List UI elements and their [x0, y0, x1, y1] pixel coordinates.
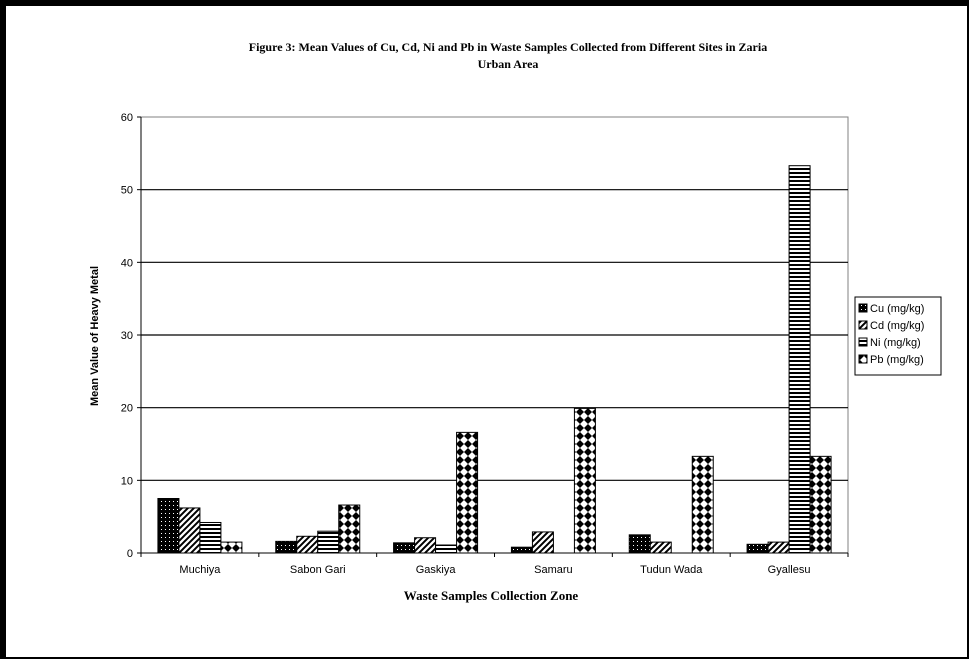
x-tick-label: Tudun Wada — [640, 564, 703, 576]
bar-muchiya-cu — [157, 498, 180, 554]
bar-samaru-pb — [573, 407, 596, 554]
y-tick-label: 50 — [121, 185, 133, 197]
bar-sabon-gari-cu — [275, 540, 298, 554]
y-tick-label: 20 — [121, 403, 133, 415]
bar-gyallesu-pb — [809, 455, 832, 554]
bar-gyallesu-cu — [746, 543, 769, 554]
bar-gaskiya-pb — [456, 431, 479, 554]
bar-tudun-wada-cd — [649, 541, 672, 554]
x-tick-label: Gaskiya — [416, 564, 457, 576]
legend-swatch — [858, 303, 868, 313]
y-axis-label: Mean Value of Heavy Metal — [89, 266, 101, 406]
legend-item-label: Pb (mg/kg) — [870, 354, 924, 366]
legend-swatch — [858, 320, 868, 330]
legend: Cu (mg/kg) Cd (mg/kg) Ni (mg/kg) Pb (mg/kg) — [854, 296, 942, 376]
legend-swatch — [858, 354, 868, 364]
chart-title-line-2: Urban Area — [478, 57, 539, 71]
bar-samaru-cd — [531, 531, 554, 554]
legend-swatch — [858, 337, 868, 347]
bar-muchiya-pb — [220, 541, 243, 554]
bar-tudun-wada-cu — [628, 534, 651, 554]
bar-gaskiya-cd — [414, 537, 437, 554]
legend-box — [854, 296, 942, 376]
x-tick-label: Muchiya — [179, 564, 221, 576]
bar-gyallesu-ni — [788, 165, 811, 554]
bar-sabon-gari-cd — [296, 535, 319, 554]
y-tick-label: 10 — [121, 475, 133, 487]
bar-sabon-gari-pb — [338, 504, 361, 554]
x-tick-label: Gyallesu — [768, 564, 811, 576]
y-tick-label: 0 — [127, 548, 133, 560]
plot-area: 0 10 20 30 40 50 60 Muchiya Sabon Gari Gaskiya Sam… — [121, 112, 849, 576]
bar-sabon-gari-ni — [317, 530, 340, 554]
legend-item-label: Ni (mg/kg) — [870, 337, 921, 349]
bar-tudun-wada-pb — [691, 455, 714, 554]
y-tick-label: 40 — [121, 257, 133, 269]
x-tick-label: Sabon Gari — [290, 564, 346, 576]
bar-gaskiya-cu — [393, 542, 416, 554]
chart-title-line-1: Figure 3: Mean Values of Cu, Cd, Ni and … — [249, 40, 767, 54]
bar-muchiya-ni — [199, 521, 222, 554]
x-tick-label: Samaru — [534, 564, 573, 576]
y-tick-label: 60 — [121, 112, 133, 124]
y-tick-label: 30 — [121, 330, 133, 342]
bar-muchiya-cd — [178, 507, 201, 554]
bar-gaskiya-ni — [435, 544, 458, 554]
legend-item-label: Cd (mg/kg) — [870, 320, 924, 332]
x-axis-label: Waste Samples Collection Zone — [404, 588, 579, 603]
legend-item-label: Cu (mg/kg) — [870, 303, 924, 315]
bar-samaru-cu — [510, 546, 533, 554]
bar-gyallesu-cd — [767, 541, 790, 554]
